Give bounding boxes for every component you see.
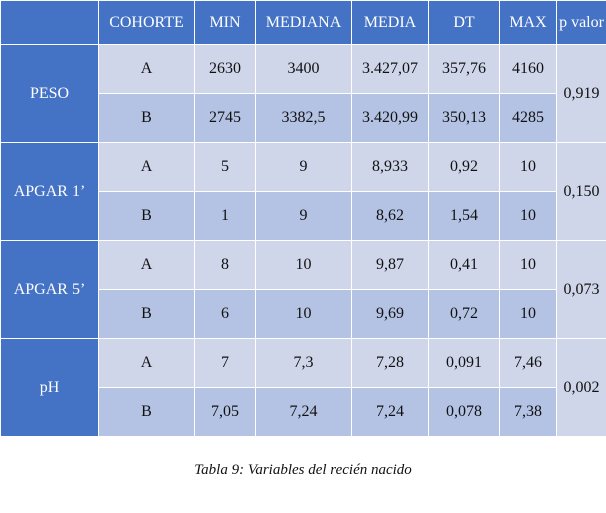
max-cell: 10 [499,289,557,339]
mediana-cell: 7,3 [255,338,352,388]
header-cohorte: COHORTE [98,0,195,45]
header-min: MIN [194,0,256,45]
dt-cell: 0,41 [428,240,500,290]
media-cell: 3.420,99 [351,93,429,143]
min-cell: 7,05 [194,387,256,437]
table-row: PESO A 2630 3400 3.427,07 357,76 4160 0,… [0,44,606,143]
cohort-cell: B [98,387,195,437]
max-cell: 4285 [499,93,557,143]
mediana-cell: 9 [255,191,352,241]
media-cell: 3.427,07 [351,44,429,94]
header-mediana: MEDIANA [255,0,352,45]
table-row: pH A 7 7,3 7,28 0,091 7,46 0,002 [0,338,606,437]
min-cell: 5 [194,142,256,192]
media-cell: 7,24 [351,387,429,437]
cohort-cell: B [98,93,195,143]
table-row: B 7,05 7,24 7,24 0,078 7,38 [1,387,606,437]
p-value-cell: 0,073 [556,240,606,339]
p-value-cell: 0,002 [556,338,606,437]
newborn-variables-table: COHORTE MIN MEDIANA MEDIA DT MAX p valor… [0,0,606,437]
header-row: COHORTE MIN MEDIANA MEDIA DT MAX p valor [0,0,606,45]
dt-cell: 350,13 [428,93,500,143]
variable-label-apgar5: APGAR 5’ [0,240,99,339]
cohort-cell: A [98,338,195,388]
cohort-cell: A [98,142,195,192]
media-cell: 8,62 [351,191,429,241]
min-cell: 6 [194,289,256,339]
dt-cell: 0,091 [428,338,500,388]
dt-cell: 0,72 [428,289,500,339]
cohort-cell: B [98,191,195,241]
mediana-cell: 9 [255,142,352,192]
header-empty [0,0,99,45]
mediana-cell: 10 [255,289,352,339]
dt-cell: 0,078 [428,387,500,437]
media-cell: 9,87 [351,240,429,290]
max-cell: 10 [499,240,557,290]
min-cell: 2630 [194,44,256,94]
header-media: MEDIA [351,0,429,45]
dt-cell: 357,76 [428,44,500,94]
table-row: B 6 10 9,69 0,72 10 [1,289,606,339]
mediana-cell: 10 [255,240,352,290]
mediana-cell: 3382,5 [255,93,352,143]
max-cell: 7,38 [499,387,557,437]
variable-label-apgar1: APGAR 1’ [0,142,99,241]
p-value-cell: 0,919 [556,44,606,143]
min-cell: 7 [194,338,256,388]
header-max: MAX [499,0,557,45]
min-cell: 8 [194,240,256,290]
table-row: B 2745 3382,5 3.420,99 350,13 4285 [1,93,606,143]
media-cell: 9,69 [351,289,429,339]
variable-label-ph: pH [0,338,99,437]
header-dt: DT [428,0,500,45]
table-row: APGAR 5’ A 8 10 9,87 0,41 10 0,073 [0,240,606,339]
cohort-cell: A [98,44,195,94]
max-cell: 10 [499,191,557,241]
cohort-cell: A [98,240,195,290]
table-row: APGAR 1’ A 5 9 8,933 0,92 10 0,150 [0,142,606,241]
min-cell: 1 [194,191,256,241]
min-cell: 2745 [194,93,256,143]
max-cell: 4160 [499,44,557,94]
max-cell: 7,46 [499,338,557,388]
table-caption: Tabla 9: Variables del recién nacido [194,462,412,478]
cohort-cell: B [98,289,195,339]
p-value-cell: 0,150 [556,142,606,241]
max-cell: 10 [499,142,557,192]
table-row: B 1 9 8,62 1,54 10 [1,191,606,241]
mediana-cell: 3400 [255,44,352,94]
dt-cell: 1,54 [428,191,500,241]
mediana-cell: 7,24 [255,387,352,437]
variable-label-peso: PESO [0,44,99,143]
media-cell: 8,933 [351,142,429,192]
dt-cell: 0,92 [428,142,500,192]
media-cell: 7,28 [351,338,429,388]
header-p-valor: p valor [556,0,606,45]
